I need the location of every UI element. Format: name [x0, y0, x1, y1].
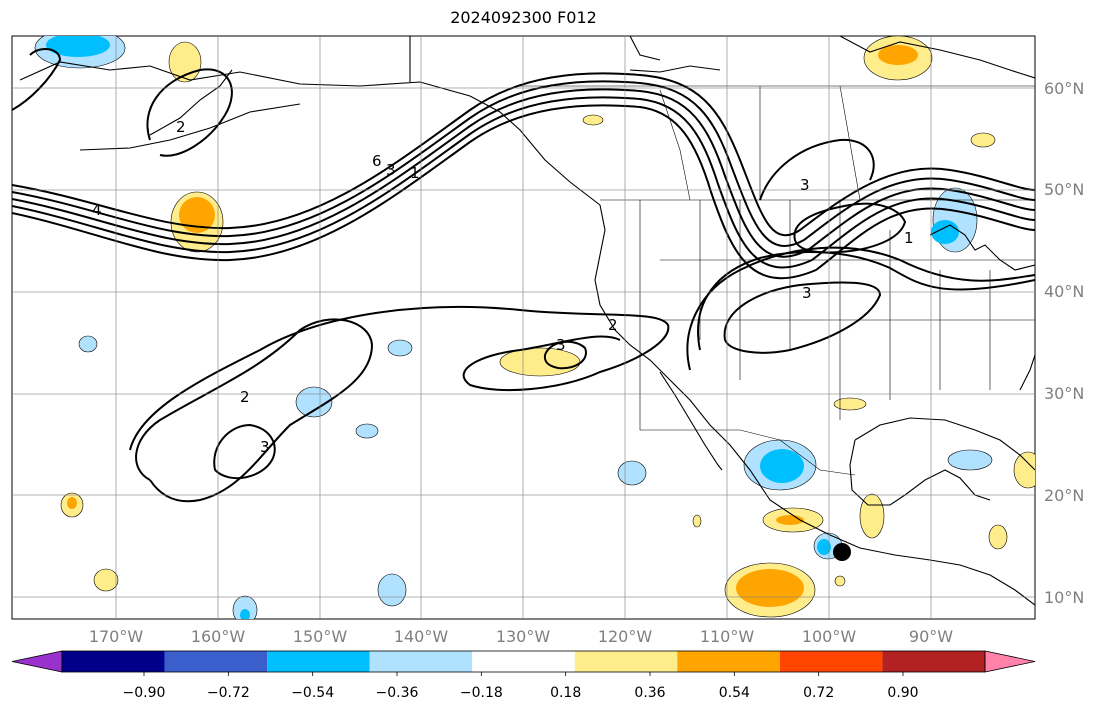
colorbar-tick-label: 0.36 — [634, 685, 665, 701]
colorbar-tick-label: 0.18 — [550, 685, 581, 701]
colorbar-swatch — [62, 651, 165, 672]
colorbar-swatch — [267, 651, 370, 672]
colorbar-swatch — [779, 651, 883, 672]
colorbar-swatch — [882, 651, 985, 672]
lat-label: 30°N — [1044, 384, 1084, 403]
colorbar-tick-label: −0.18 — [460, 685, 503, 701]
lon-label: 120°W — [598, 627, 653, 646]
contour-label: 3 — [802, 284, 812, 302]
latitude-labels: 60°N 50°N 40°N 30°N 20°N 10°N — [1044, 79, 1084, 607]
lon-label: 170°W — [89, 627, 144, 646]
contour-label: 1 — [410, 164, 420, 182]
contour-label-group: 4 6 1 3 2 3 2 3 3 2 1 3 — [92, 118, 914, 456]
lat-label: 50°N — [1044, 180, 1084, 199]
contour-label: 2 — [608, 316, 618, 334]
lon-label: 110°W — [700, 627, 755, 646]
lon-label: 150°W — [293, 627, 348, 646]
lat-label: 10°N — [1044, 588, 1084, 607]
contour-label: 6 — [372, 152, 382, 170]
colorbar-extend-low — [11, 650, 63, 673]
longitude-labels: 170°W 160°W 150°W 140°W 130°W 120°W 110°… — [89, 627, 953, 646]
contour-label: 1 — [904, 229, 914, 247]
colorbar-tick-label: 0.54 — [719, 685, 750, 701]
lon-label: 160°W — [191, 627, 246, 646]
colorbar-swatch — [574, 651, 678, 672]
gridlines — [12, 36, 1035, 619]
contour-label: 3 — [800, 176, 810, 194]
storm-center-dot — [833, 543, 851, 561]
lon-label: 100°W — [802, 627, 857, 646]
colorbar-tick-label: 0.90 — [887, 685, 918, 701]
contour-label: 4 — [92, 201, 102, 219]
colorbar-swatch — [369, 651, 473, 672]
colorbar-tick-label: −0.72 — [207, 685, 250, 701]
lon-label: 90°W — [909, 627, 953, 646]
map-frame — [11, 35, 1036, 620]
lat-label: 20°N — [1044, 486, 1084, 505]
coastlines — [19, 36, 1035, 606]
colorbar-tick-label: −0.54 — [291, 685, 334, 701]
lat-label: 60°N — [1044, 79, 1084, 98]
colorbar-tick-label: −0.90 — [123, 685, 166, 701]
contour-label: 3 — [260, 438, 270, 456]
colorbar-outline — [61, 650, 986, 673]
lon-label: 130°W — [496, 627, 551, 646]
lat-label: 40°N — [1044, 282, 1084, 301]
contour-label: 3 — [386, 161, 396, 179]
colorbar-tick-label: 0.72 — [803, 685, 834, 701]
colorbar-tick-label: −0.36 — [376, 685, 419, 701]
colorbar-extend-high — [984, 650, 1036, 673]
contour-label: 2 — [240, 388, 250, 406]
contour-lines — [12, 48, 1035, 503]
colorbar-swatch — [164, 651, 268, 672]
lon-label: 140°W — [394, 627, 449, 646]
colorbar-swatch — [677, 651, 780, 672]
contour-label: 2 — [176, 118, 186, 136]
colorbar: −0.90 −0.72 −0.54 −0.36 −0.18 0.18 0.36 0.54 0.7… — [11, 650, 1036, 701]
map-title: 2024092300 F012 — [450, 8, 597, 27]
colorbar-swatch — [472, 651, 575, 672]
contour-label: 3 — [556, 336, 566, 354]
borders — [520, 85, 1035, 476]
